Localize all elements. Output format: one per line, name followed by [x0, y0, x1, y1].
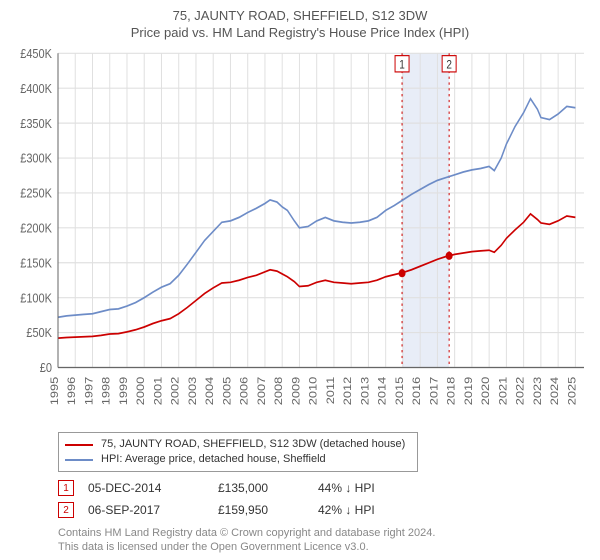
- svg-text:2008: 2008: [272, 376, 285, 405]
- svg-text:2024: 2024: [548, 376, 561, 405]
- svg-text:1999: 1999: [117, 376, 130, 405]
- svg-text:£450K: £450K: [20, 46, 52, 61]
- svg-text:1996: 1996: [65, 376, 78, 405]
- svg-text:£400K: £400K: [20, 81, 52, 96]
- svg-text:2021: 2021: [496, 376, 509, 405]
- svg-text:2004: 2004: [203, 376, 216, 405]
- svg-text:£200K: £200K: [20, 221, 52, 236]
- sale-date-2: 06-SEP-2017: [88, 503, 218, 517]
- legend: 75, JAUNTY ROAD, SHEFFIELD, S12 3DW (det…: [58, 432, 418, 472]
- svg-text:2001: 2001: [151, 376, 164, 405]
- svg-text:2: 2: [446, 59, 452, 72]
- svg-text:2018: 2018: [445, 376, 458, 405]
- page: 75, JAUNTY ROAD, SHEFFIELD, S12 3DW Pric…: [0, 0, 600, 560]
- legend-label-hpi: HPI: Average price, detached house, Shef…: [101, 452, 326, 467]
- title-subtitle: Price paid vs. HM Land Registry's House …: [10, 25, 590, 40]
- chart-container: £0 £50K £100K £150K £200K £250K £300K £350K £400…: [10, 44, 590, 428]
- svg-text:£0: £0: [40, 360, 53, 375]
- legend-row-property: 75, JAUNTY ROAD, SHEFFIELD, S12 3DW (det…: [65, 437, 411, 452]
- svg-text:2010: 2010: [307, 376, 320, 405]
- title-address: 75, JAUNTY ROAD, SHEFFIELD, S12 3DW: [10, 8, 590, 23]
- svg-text:2013: 2013: [358, 376, 371, 405]
- legend-label-property: 75, JAUNTY ROAD, SHEFFIELD, S12 3DW (det…: [101, 437, 405, 452]
- svg-text:2002: 2002: [169, 376, 182, 405]
- svg-text:£350K: £350K: [20, 116, 52, 131]
- svg-text:2017: 2017: [427, 376, 440, 405]
- sale-date-1: 05-DEC-2014: [88, 481, 218, 495]
- svg-text:£300K: £300K: [20, 151, 52, 166]
- sale-hpi-2: 42% ↓ HPI: [318, 503, 375, 517]
- sale-price-2: £159,950: [218, 503, 318, 517]
- svg-text:1997: 1997: [82, 376, 95, 405]
- legend-swatch-property: [65, 444, 93, 446]
- footer-line1: Contains HM Land Registry data © Crown c…: [58, 526, 590, 540]
- sale-hpi-1: 44% ↓ HPI: [318, 481, 375, 495]
- svg-text:2005: 2005: [220, 376, 233, 405]
- sale-row-2: 2 06-SEP-2017 £159,950 42% ↓ HPI: [58, 502, 590, 518]
- svg-text:2011: 2011: [324, 376, 337, 404]
- svg-text:£250K: £250K: [20, 186, 52, 201]
- svg-text:2016: 2016: [410, 376, 423, 405]
- svg-text:2012: 2012: [341, 376, 354, 405]
- svg-text:£150K: £150K: [20, 256, 52, 271]
- svg-text:2022: 2022: [514, 376, 527, 405]
- svg-text:2015: 2015: [393, 376, 406, 405]
- svg-text:1995: 1995: [48, 376, 61, 405]
- svg-text:2014: 2014: [376, 376, 389, 405]
- footer-line2: This data is licensed under the Open Gov…: [58, 540, 590, 554]
- legend-row-hpi: HPI: Average price, detached house, Shef…: [65, 452, 411, 467]
- sale-price-1: £135,000: [218, 481, 318, 495]
- svg-text:2020: 2020: [479, 376, 492, 405]
- svg-text:£50K: £50K: [26, 325, 52, 340]
- sale-marker-2: 2: [58, 502, 74, 518]
- svg-text:1: 1: [399, 59, 405, 72]
- svg-text:2019: 2019: [462, 376, 475, 405]
- svg-text:2023: 2023: [531, 376, 544, 405]
- svg-text:2009: 2009: [289, 376, 302, 405]
- svg-text:2007: 2007: [255, 376, 268, 405]
- sale-row-1: 1 05-DEC-2014 £135,000 44% ↓ HPI: [58, 480, 590, 496]
- svg-text:£100K: £100K: [20, 291, 52, 306]
- sale-marker-1: 1: [58, 480, 74, 496]
- price-chart: £0 £50K £100K £150K £200K £250K £300K £350K £400…: [10, 44, 590, 428]
- svg-text:2006: 2006: [238, 376, 251, 405]
- svg-text:2003: 2003: [186, 376, 199, 405]
- svg-text:2025: 2025: [565, 376, 578, 405]
- footer-attribution: Contains HM Land Registry data © Crown c…: [58, 526, 590, 554]
- legend-swatch-hpi: [65, 459, 93, 461]
- svg-text:2000: 2000: [134, 376, 147, 405]
- svg-text:1998: 1998: [100, 376, 113, 405]
